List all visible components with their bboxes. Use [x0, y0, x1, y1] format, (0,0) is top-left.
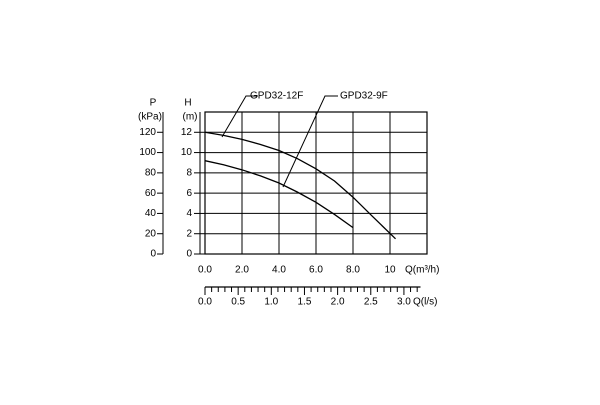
y2-tick-label: 100: [139, 147, 156, 158]
y-axis-unit: (m): [183, 112, 198, 123]
x2-tick-label: 2.0: [331, 297, 345, 308]
leader-line: [221, 95, 258, 138]
x-tick-label: 0.0: [198, 265, 212, 276]
x-tick-label: 6.0: [309, 265, 323, 276]
x-tick-label: 8.0: [346, 265, 360, 276]
y-axis-title: H: [184, 98, 191, 109]
x-tick-label: 10: [384, 265, 396, 276]
x2-axis-title: Q(l/s): [413, 297, 437, 308]
y2-tick-label: 60: [145, 188, 157, 199]
y2-axis-title: P: [150, 98, 157, 109]
y-tick-label: 12: [181, 127, 193, 138]
y2-tick-label: 120: [139, 127, 156, 138]
y-tick-label: 10: [181, 147, 193, 158]
pump-curve: [204, 160, 354, 229]
pump-curve: [204, 131, 397, 240]
curve-label: GPD32-12F: [250, 91, 303, 102]
leader-line: [282, 95, 338, 188]
curve-label: GPD32-9F: [340, 91, 388, 102]
y2-tick-label: 40: [145, 208, 157, 219]
x2-tick-label: 1.5: [298, 297, 312, 308]
y2-tick-label: 20: [145, 228, 157, 239]
y-tick-label: 8: [186, 167, 192, 178]
y-tick-label: 2: [186, 228, 192, 239]
x2-tick-label: 0.0: [198, 297, 212, 308]
x2-tick-label: 1.0: [264, 297, 278, 308]
x-tick-label: 2.0: [235, 265, 249, 276]
x-tick-label: 4.0: [272, 265, 286, 276]
y2-tick-label: 80: [145, 167, 157, 178]
x2-tick-label: 2.5: [364, 297, 378, 308]
x2-tick-label: 3.0: [397, 297, 411, 308]
y-tick-label: 4: [186, 208, 192, 219]
y2-axis-unit: (kPa): [138, 112, 162, 123]
x-axis-title: Q(m³/h): [405, 265, 439, 276]
y-tick-label: 0: [186, 249, 192, 260]
x2-tick-label: 0.5: [231, 297, 245, 308]
y2-tick-label: 0: [150, 249, 156, 260]
y-tick-label: 6: [186, 188, 192, 199]
